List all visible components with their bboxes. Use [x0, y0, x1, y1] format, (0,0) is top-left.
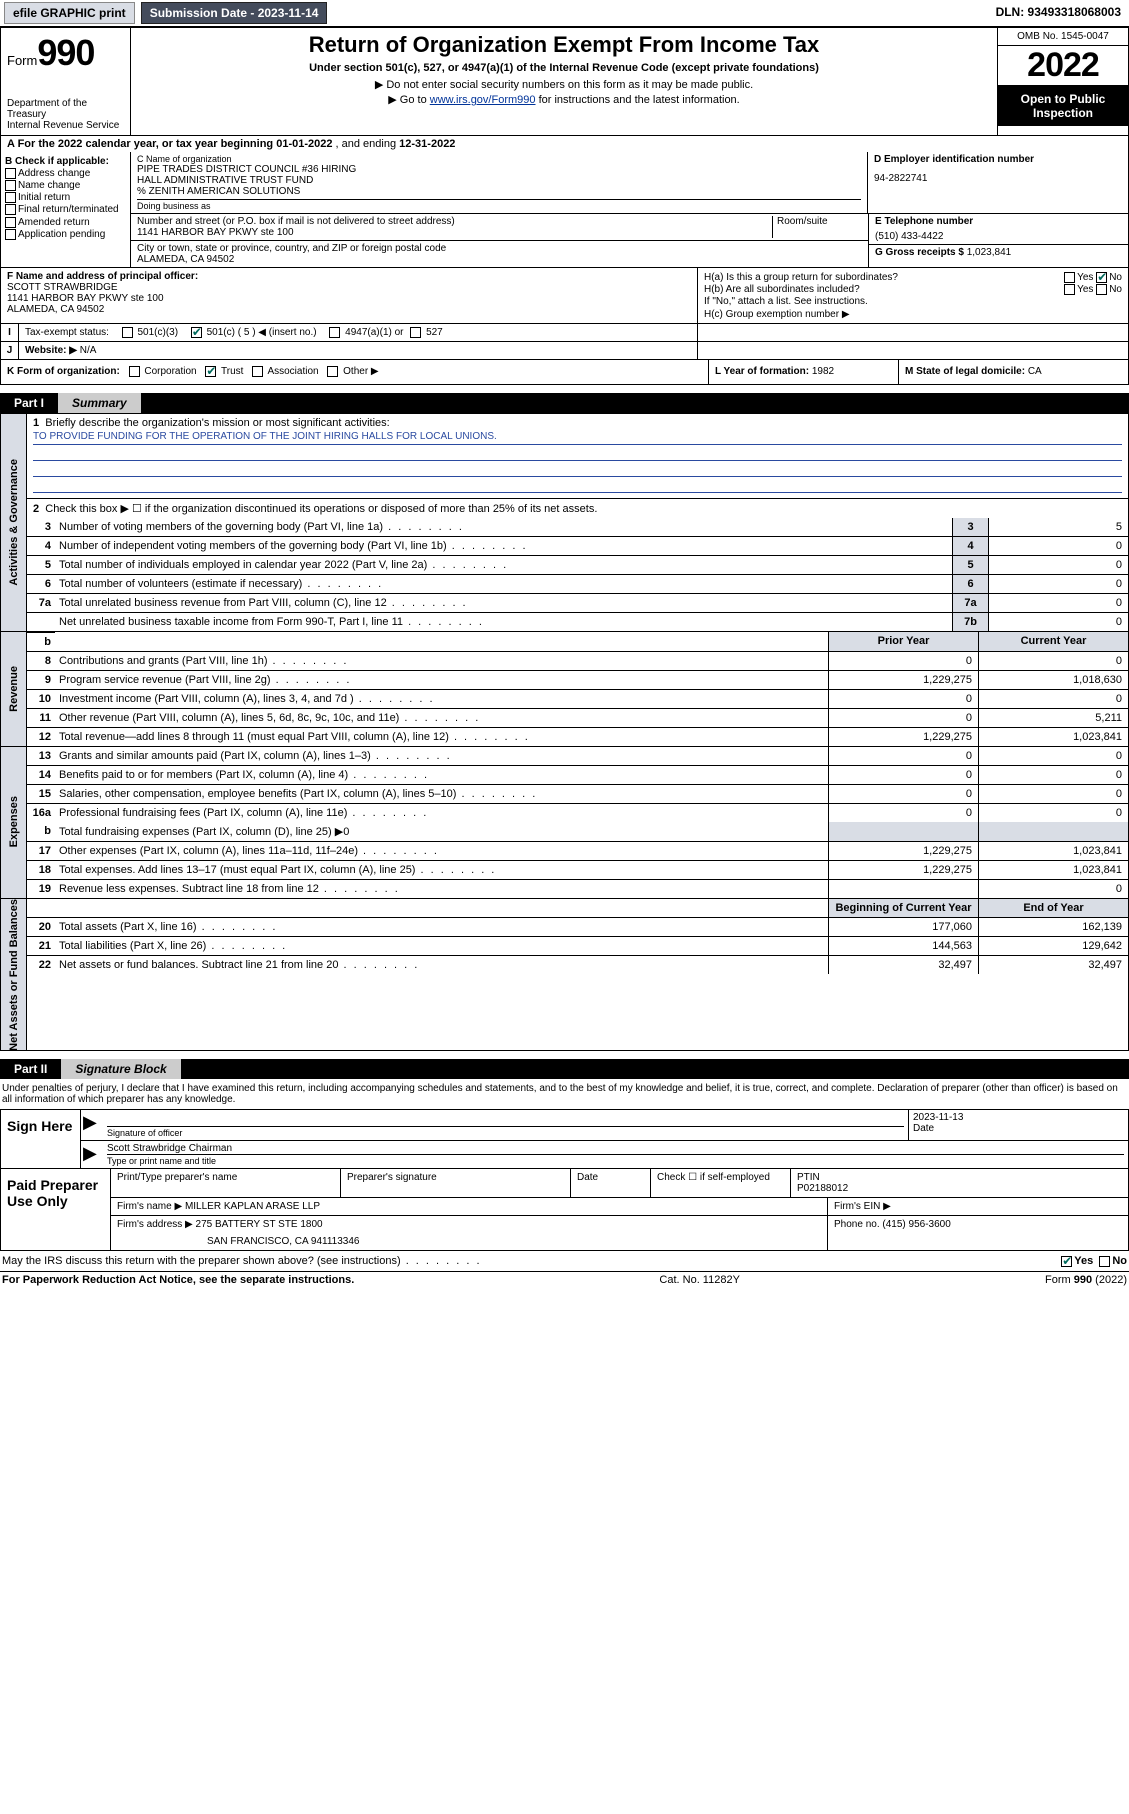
chk-final-return[interactable]	[5, 204, 16, 215]
chk-name-change[interactable]	[5, 180, 16, 191]
submission-date-button[interactable]: Submission Date - 2023-11-14	[141, 2, 328, 24]
line-19: 19Revenue less expenses. Subtract line 1…	[27, 880, 1128, 898]
address-row: Number and street (or P.O. box if mail i…	[131, 214, 868, 241]
h-a-no[interactable]	[1096, 272, 1107, 283]
chk-address-change[interactable]	[5, 168, 16, 179]
page-footer: For Paperwork Reduction Act Notice, see …	[0, 1271, 1129, 1292]
section-f: F Name and address of principal officer:…	[1, 268, 698, 323]
line-7b: Net unrelated business taxable income fr…	[27, 613, 1128, 631]
dln-label: DLN: 93493318068003	[992, 2, 1125, 24]
chk-501c[interactable]	[191, 327, 202, 338]
note-ssn: ▶ Do not enter social security numbers o…	[139, 78, 989, 91]
chk-amended[interactable]	[5, 217, 16, 228]
h-b-no[interactable]	[1096, 284, 1107, 295]
line-7a: 7aTotal unrelated business revenue from …	[27, 594, 1128, 613]
dept-label: Department of the Treasury Internal Reve…	[7, 98, 124, 131]
part2-header: Part II Signature Block	[0, 1059, 1129, 1079]
row-i: I Tax-exempt status: 501(c)(3) 501(c) ( …	[0, 324, 1129, 342]
section-e: E Telephone number (510) 433-4422	[869, 214, 1128, 245]
chk-527[interactable]	[410, 327, 421, 338]
line-16a: 16aProfessional fundraising fees (Part I…	[27, 804, 1128, 822]
line-3: 3Number of voting members of the governi…	[27, 518, 1128, 537]
chk-trust[interactable]	[205, 366, 216, 377]
row-klm: K Form of organization: Corporation Trus…	[0, 360, 1129, 384]
chk-other[interactable]	[327, 366, 338, 377]
line-13: 13Grants and similar amounts paid (Part …	[27, 747, 1128, 766]
irs-link[interactable]: www.irs.gov/Form990	[430, 94, 536, 106]
line-5: 5Total number of individuals employed in…	[27, 556, 1128, 575]
sign-here-block: Sign Here ▶ Signature of officer 2023-11…	[0, 1110, 1129, 1169]
h-b-yes[interactable]	[1064, 284, 1075, 295]
section-c: C Name of organization PIPE TRADES DISTR…	[131, 152, 868, 213]
chk-assoc[interactable]	[252, 366, 263, 377]
netassets-group: Net Assets or Fund Balances Beginning of…	[0, 899, 1129, 1052]
tax-year: 2022	[998, 46, 1128, 86]
public-inspection: Open to Public Inspection	[998, 86, 1128, 126]
arrow-icon: ▶	[81, 1141, 103, 1168]
perjury-declaration: Under penalties of perjury, I declare th…	[0, 1079, 1129, 1110]
meta-block: B Check if applicable: Address change Na…	[0, 152, 1129, 268]
paid-preparer-block: Paid Preparer Use Only Print/Type prepar…	[0, 1169, 1129, 1251]
efile-button[interactable]: efile GRAPHIC print	[4, 2, 135, 24]
section-g: G Gross receipts $ 1,023,841	[869, 245, 1128, 267]
line-20: 20Total assets (Part X, line 16)177,0601…	[27, 918, 1128, 937]
discuss-row: May the IRS discuss this return with the…	[0, 1251, 1129, 1271]
chk-4947[interactable]	[329, 327, 340, 338]
topbar: efile GRAPHIC print Submission Date - 20…	[0, 0, 1129, 26]
revenue-group: Revenue b Prior Year Current Year 8Contr…	[0, 632, 1129, 747]
row-fh: F Name and address of principal officer:…	[0, 268, 1129, 324]
line-22: 22Net assets or fund balances. Subtract …	[27, 956, 1128, 974]
row-j: J Website: ▶ N/A	[0, 342, 1129, 360]
line-8: 8Contributions and grants (Part VIII, li…	[27, 652, 1128, 671]
expenses-group: Expenses 13Grants and similar amounts pa…	[0, 747, 1129, 899]
note-link: ▶ Go to www.irs.gov/Form990 for instruct…	[139, 93, 989, 106]
line-14: 14Benefits paid to or for members (Part …	[27, 766, 1128, 785]
line-6: 6Total number of volunteers (estimate if…	[27, 575, 1128, 594]
form-subtitle: Under section 501(c), 527, or 4947(a)(1)…	[139, 62, 989, 74]
line-9: 9Program service revenue (Part VIII, lin…	[27, 671, 1128, 690]
h-a-yes[interactable]	[1064, 272, 1075, 283]
arrow-icon: ▶	[81, 1110, 103, 1140]
line-16b: b Total fundraising expenses (Part IX, c…	[27, 822, 1128, 842]
line-18: 18Total expenses. Add lines 13–17 (must …	[27, 861, 1128, 880]
form-number: Form990	[7, 32, 124, 74]
form-header: Form990 Department of the Treasury Inter…	[0, 26, 1129, 136]
row-a: A For the 2022 calendar year, or tax yea…	[0, 136, 1129, 152]
section-h: H(a) Is this a group return for subordin…	[698, 268, 1128, 323]
section-b: B Check if applicable: Address change Na…	[1, 152, 131, 267]
chk-501c3[interactable]	[122, 327, 133, 338]
section-d: D Employer identification number 94-2822…	[868, 152, 1128, 213]
line-21: 21Total liabilities (Part X, line 26)144…	[27, 937, 1128, 956]
chk-application-pending[interactable]	[5, 229, 16, 240]
line-11: 11Other revenue (Part VIII, column (A), …	[27, 709, 1128, 728]
line-15: 15Salaries, other compensation, employee…	[27, 785, 1128, 804]
line-4: 4Number of independent voting members of…	[27, 537, 1128, 556]
omb-label: OMB No. 1545-0047	[998, 28, 1128, 46]
form-title: Return of Organization Exempt From Incom…	[139, 32, 989, 58]
chk-corp[interactable]	[129, 366, 140, 377]
line-17: 17Other expenses (Part IX, column (A), l…	[27, 842, 1128, 861]
line-12: 12Total revenue—add lines 8 through 11 (…	[27, 728, 1128, 746]
rev-header: b Prior Year Current Year	[27, 632, 1128, 652]
activities-governance: Activities & Governance 1 Briefly descri…	[0, 413, 1129, 632]
discuss-yes[interactable]	[1061, 1256, 1072, 1267]
chk-initial-return[interactable]	[5, 192, 16, 203]
line-10: 10Investment income (Part VIII, column (…	[27, 690, 1128, 709]
discuss-no[interactable]	[1099, 1256, 1110, 1267]
net-header: Beginning of Current Year End of Year	[27, 899, 1128, 918]
part1-header: Part I Summary	[0, 393, 1129, 413]
city-row: City or town, state or province, country…	[131, 241, 868, 267]
